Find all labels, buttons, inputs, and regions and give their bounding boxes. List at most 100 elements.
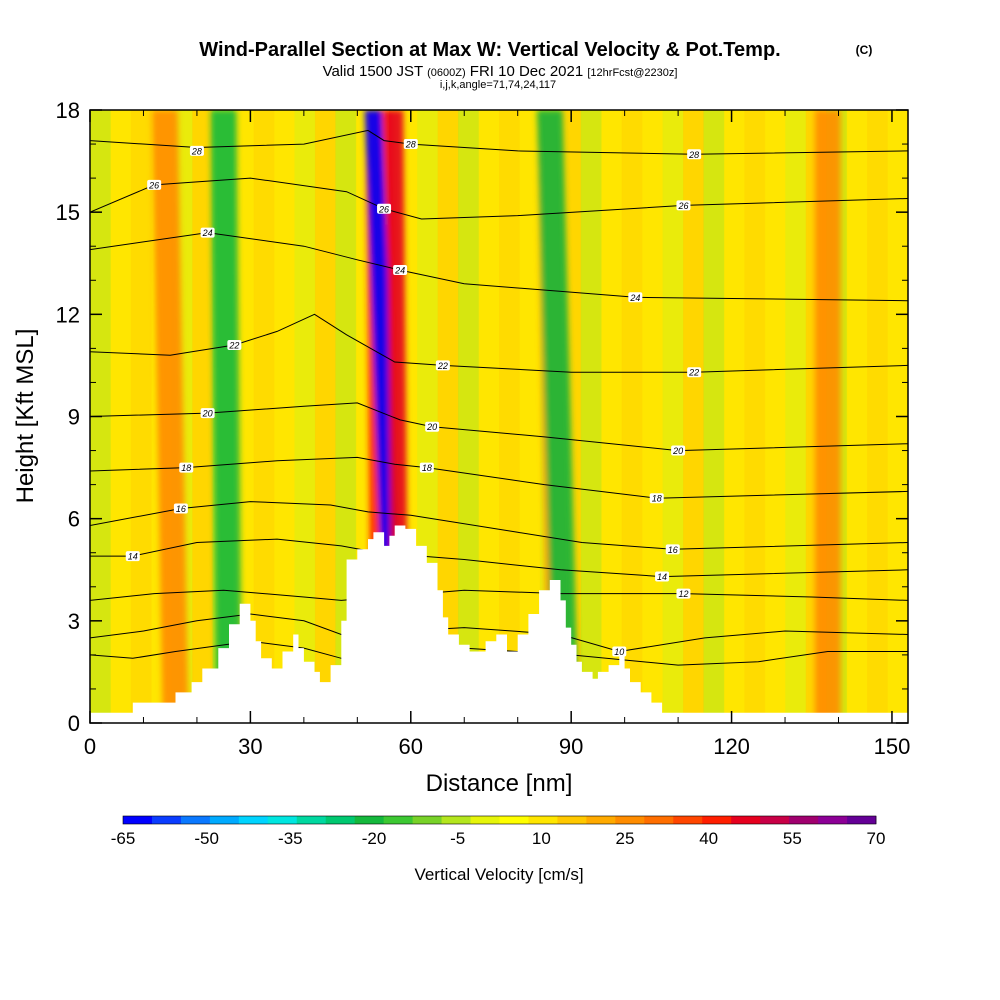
contour-label: 12 [676,588,691,599]
contour-label-text: 28 [688,150,699,160]
contour-label: 24 [628,292,643,303]
contour-label: 26 [676,200,691,211]
contour-label-text: 26 [148,180,159,190]
contour-label: 22 [435,360,450,371]
colorbar-swatch [412,816,442,824]
contour-label: 28 [403,139,418,150]
contour-label-bg [665,544,680,555]
colorbar-swatch [470,816,500,824]
plot-area: 28 26 24 22 20 18 16 14 28 26 24 22 20 18 28 26 24 22 20 18… [90,110,908,723]
colorbar-tick-label: 25 [616,829,635,848]
grid-info: i,j,k,angle=71,74,24,117 [440,79,556,91]
colorbar-swatch [123,816,153,824]
theta-contour-16 [90,501,908,550]
colorbar-tick-label: -50 [194,829,219,848]
velocity-band [683,110,704,723]
contour-label-bg [649,493,664,504]
contour-label: 16 [665,544,680,555]
contour-label-bg [147,179,162,190]
contour-label-bg [676,588,691,599]
contour-label: 10 [612,646,627,657]
contour-label: 14 [655,571,670,582]
contour-label: 28 [687,149,702,160]
colorbar-tick-label: 10 [532,829,551,848]
colorbar-swatch [818,816,848,824]
x-tick-label: 150 [874,734,911,759]
y-tick-label: 15 [56,200,80,225]
colorbar-swatch [209,816,240,824]
colorbar-tick-label: 40 [699,829,718,848]
colorbar-tick-label: 55 [783,829,802,848]
colorbar-tick-label: -65 [111,829,136,848]
valid-line: Valid 1500 JST (0600Z) FRI 10 Dec 2021 [… [323,63,678,80]
x-tick-label: 30 [238,734,262,759]
contour-label-bg [655,571,670,582]
colorbar-frame [122,815,877,825]
contour-label-text: 20 [202,409,213,419]
velocity-band [764,110,786,723]
theta-contour-24 [90,232,908,302]
velocity-band [785,110,807,723]
velocity-band [867,110,889,723]
velocity-band [478,110,500,723]
colorbar-swatch [557,816,587,824]
contour-label: 24 [200,227,215,238]
contour-label-bg [687,367,702,378]
colorbar-swatch [789,816,819,824]
colorbar-swatch [702,816,732,824]
colorbar-tick-label: -35 [278,829,303,848]
x-tick-label: 0 [84,734,96,759]
y-tick-label: 6 [68,507,80,532]
colorbar-swatch [847,816,877,824]
colorbar-swatch [383,816,414,824]
contour-label-bg [612,646,627,657]
contour-label: 18 [649,493,664,504]
y-tick-label: 0 [68,711,80,736]
colorbar-swatch [586,816,616,824]
theta-contour-22 [90,313,908,373]
contour-label-bg [671,445,686,456]
contour-label-text: 24 [629,293,640,303]
velocity-band [274,110,295,723]
colorbar-swatch [499,816,529,824]
x-tick-label: 60 [399,734,423,759]
colorbar-swatch [180,816,211,824]
y-tick-label: 9 [68,405,80,430]
velocity-band [110,110,132,723]
contour-label: 18 [419,462,434,473]
contour-label-text: 28 [191,146,202,156]
contour-label-bg [227,339,242,350]
contour-label: 28 [189,145,204,156]
theta-contour-labels: 28 26 24 22 20 18 16 14 28 26 24 22 20 18 28 26 24 22 20 18… [125,139,702,657]
contour-label-text: 24 [202,228,213,238]
contour-label: 20 [425,421,440,432]
contour-label-text: 22 [437,361,448,371]
theta-contour-20 [90,402,908,452]
colorbar: -65 -50 -35 -20 -5 10 25 40 55 70 [111,815,886,848]
velocity-band [621,110,643,723]
contour-label-bg [179,462,194,473]
velocity-band [294,110,316,723]
theta-contour-18 [90,456,908,499]
velocity-band [662,110,684,723]
contour-label: 24 [393,265,408,276]
updraft-column [152,110,189,723]
contour-label: 20 [200,408,215,419]
contour-label-text: 16 [176,504,186,514]
contour-label: 26 [377,203,392,214]
contour-label-text: 20 [426,422,437,432]
colorbar-swatch [528,816,558,824]
velocity-band [314,110,336,723]
contour-label: 14 [125,551,140,562]
updraft-column [814,110,841,723]
velocity-band [601,110,623,723]
colorbar-swatch [760,816,790,824]
contour-label-bg [628,292,643,303]
downdraft-column [210,110,242,723]
contour-label: 18 [179,462,194,473]
x-axis-label: Distance [nm] [426,770,573,797]
colorbar-swatch [354,816,385,824]
contour-label-bg [393,265,408,276]
contour-label-text: 28 [405,140,416,150]
colorbar-tick-label: 70 [867,829,886,848]
